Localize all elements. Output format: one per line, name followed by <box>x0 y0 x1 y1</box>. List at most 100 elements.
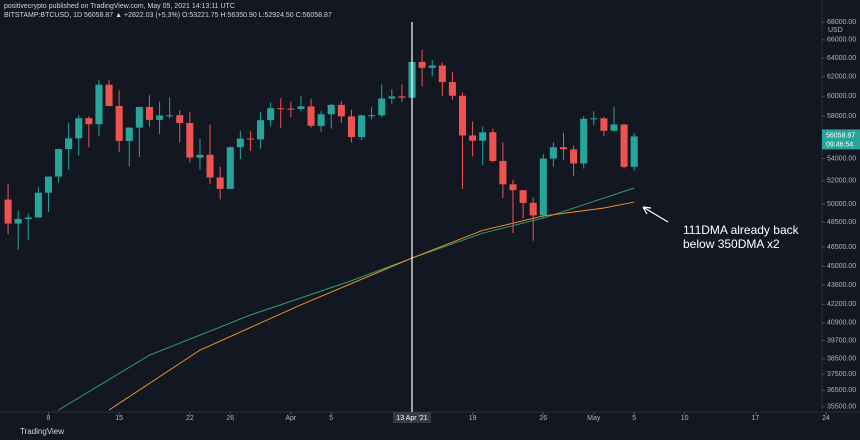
y-tick-label: 52000.00 <box>827 178 856 185</box>
candle-body <box>519 190 527 203</box>
candle-body <box>559 147 568 150</box>
x-tick-label: 22 <box>186 415 194 422</box>
candle-body <box>509 184 517 191</box>
y-tick-label: 60000.00 <box>827 93 856 100</box>
candle-body <box>297 106 305 109</box>
candle-body <box>75 118 83 139</box>
candle-body <box>166 115 174 117</box>
candle-body <box>499 160 507 185</box>
x-tick-label: 19 <box>469 415 477 422</box>
plot-area <box>4 49 638 411</box>
y-tick-label: 46500.00 <box>827 244 856 251</box>
candle-body <box>216 177 224 189</box>
x-tick-label: 26 <box>226 415 234 422</box>
candle-body <box>14 218 22 224</box>
candle-body <box>95 84 103 125</box>
y-tick-label: 50000.00 <box>827 201 856 208</box>
candle-body <box>347 116 355 138</box>
ma-line <box>108 201 635 411</box>
candle-body <box>630 136 638 167</box>
y-tick-label: 43600.00 <box>827 282 856 289</box>
x-tick-label: 17 <box>751 415 759 422</box>
candle-body <box>590 118 598 120</box>
candle-body <box>55 148 63 177</box>
y-tick-label: 45000.00 <box>827 263 856 270</box>
candle-body <box>610 124 618 131</box>
y-tick-label: 42200.00 <box>827 301 856 308</box>
candle-body <box>489 132 497 161</box>
candle-body <box>85 118 93 125</box>
x-tick-label: 10 <box>681 415 689 422</box>
candle-body <box>620 124 628 167</box>
x-tick-label: 24 <box>822 415 830 422</box>
y-tick-label: 35500.00 <box>827 404 856 411</box>
x-tick-label: 8 <box>47 415 51 422</box>
candle-body <box>105 84 113 107</box>
x-tick-label: Apr <box>285 415 297 422</box>
candle-body <box>580 118 588 164</box>
candle-body <box>327 104 335 115</box>
candle-body <box>438 65 446 83</box>
candle-body <box>226 147 234 189</box>
candle-body <box>196 154 204 158</box>
candle-body <box>529 202 537 216</box>
candle-body <box>135 107 143 128</box>
y-tick-label: 54000.00 <box>827 155 856 162</box>
candle-body <box>145 107 153 120</box>
y-tick-label: 58000.00 <box>827 113 856 120</box>
candle-body <box>398 96 406 98</box>
candle-body <box>34 192 42 218</box>
last-price-label: 56058.87 <box>826 132 855 139</box>
x-tick-label: 15 <box>115 415 123 422</box>
annotation-arrow <box>642 206 669 223</box>
y-tick-label: 36500.00 <box>827 387 856 394</box>
candle-body <box>186 122 194 158</box>
last-price-box <box>822 129 860 150</box>
annotation: below 350DMA x2 <box>683 237 780 251</box>
y-tick-label: 38500.00 <box>827 356 856 363</box>
x-tick-label: 26 <box>539 415 547 422</box>
footer-logo: TradingView <box>20 427 64 436</box>
candle-body <box>206 154 214 178</box>
y-tick-label: 64000.00 <box>827 55 856 62</box>
candle-body <box>317 114 325 126</box>
y-tick-label: 40900.00 <box>827 320 856 327</box>
candle-body <box>378 98 386 116</box>
y-unit: USD <box>828 27 843 34</box>
candle-body <box>600 118 608 131</box>
candle-body <box>277 108 285 110</box>
candle-body <box>428 65 436 68</box>
candle-body <box>236 138 244 148</box>
y-tick-label: 68000.00 <box>827 19 856 26</box>
candle-body <box>246 138 254 140</box>
candle-body <box>357 115 366 138</box>
y-tick-label: 48500.00 <box>827 219 856 226</box>
candle-body <box>4 199 12 224</box>
header: positivecrypto published on TradingView.… <box>4 3 235 10</box>
candle-body <box>156 115 164 120</box>
candle-body <box>24 217 32 219</box>
candle-body <box>307 106 315 126</box>
candle-body <box>65 138 73 149</box>
candle-body <box>458 95 467 136</box>
symbol-line: BITSTAMP:BTCUSD, 1D 56058.87 ▲ +2822.03 … <box>4 12 332 19</box>
y-tick-label: 39700.00 <box>827 337 856 344</box>
y-tick-label: 66000.00 <box>827 37 856 44</box>
candle-body <box>549 147 557 159</box>
candle-body <box>267 108 275 121</box>
candle-body <box>176 115 184 123</box>
x-tick-label: May <box>587 415 601 422</box>
candle-body <box>257 120 265 140</box>
candle-body <box>368 115 376 117</box>
candle-body <box>287 108 295 110</box>
candle-body <box>388 96 396 99</box>
candle-body <box>469 135 477 141</box>
countdown: 09:46:54 <box>826 141 853 148</box>
candle-body <box>479 132 487 141</box>
candle-body <box>115 106 123 141</box>
crosshair-label: 13 Apr '21 <box>396 415 427 422</box>
candle-body <box>418 61 426 68</box>
annotation: 111DMA already back <box>683 223 800 237</box>
candle-body <box>44 176 53 193</box>
